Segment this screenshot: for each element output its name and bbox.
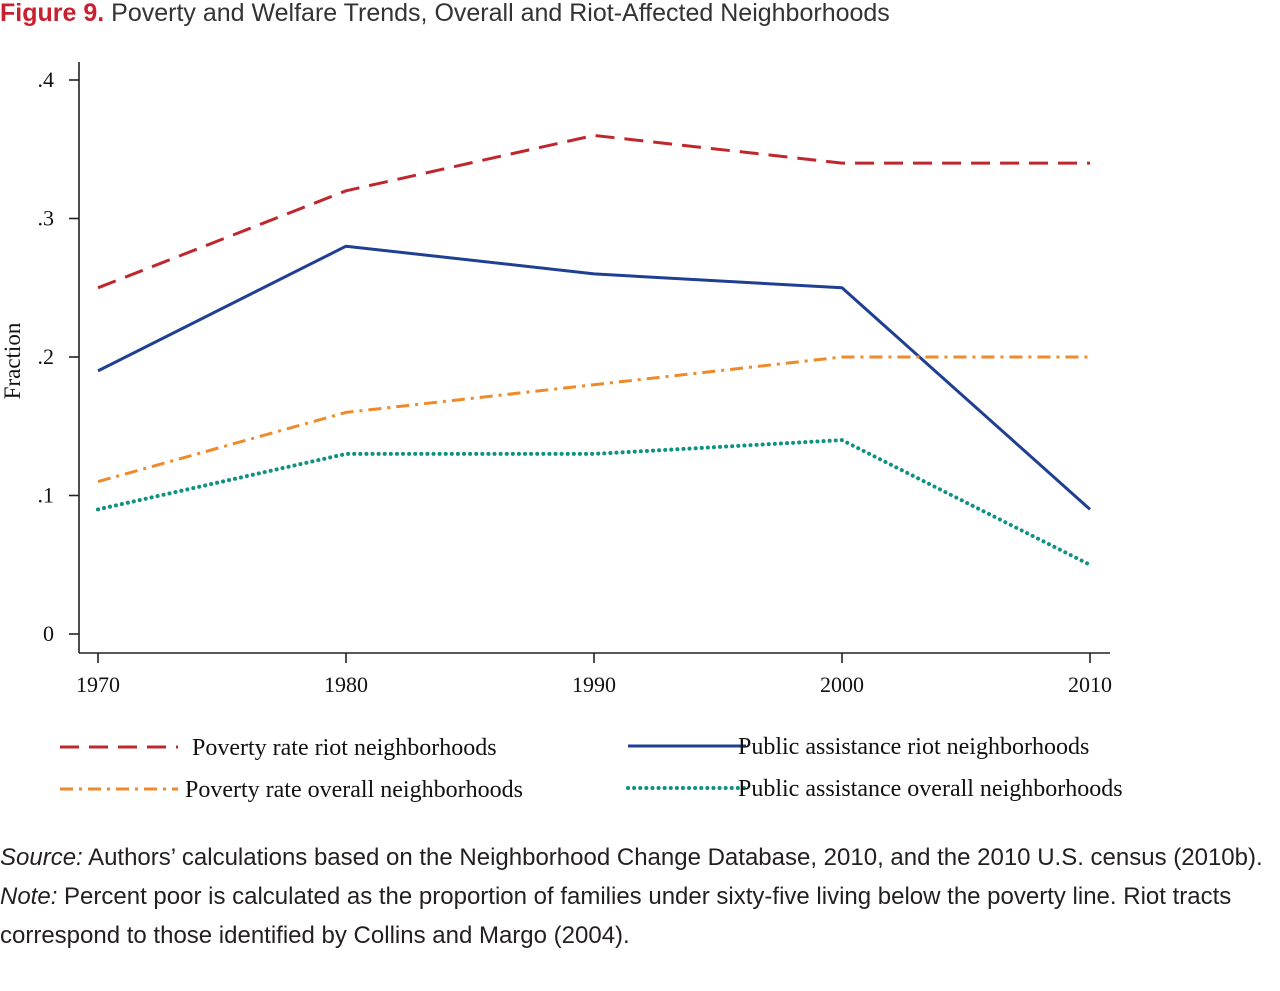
line-chart: 0 .1 .2 .3 .4 1970 1980 1990 2000 2010 Fraction Po…	[0, 62, 1123, 803]
figure-notes: Source: Authors’ calculations based on t…	[0, 838, 1280, 955]
x-tick-label: 1980	[324, 672, 368, 697]
figure-label: Figure 9.	[0, 0, 105, 27]
source-lead: Source:	[0, 844, 83, 871]
note-lead: Note:	[0, 883, 58, 910]
legend-label-1: Poverty rate riot neighborhoods	[192, 735, 497, 761]
figure-title-text: Poverty and Welfare Trends, Overall and …	[111, 0, 890, 27]
y-tick-label: .2	[38, 344, 55, 369]
series-line-3	[97, 355, 1090, 484]
source-note: Source: Authors’ calculations based on t…	[0, 838, 1280, 877]
series-line-2	[97, 244, 1091, 511]
y-tick-label: .3	[38, 206, 55, 231]
figure-title: Figure 9. Poverty and Welfare Trends, Ov…	[0, 0, 1280, 30]
series-line-4	[96, 438, 1092, 567]
source-text: Authors’ calculations based on the Neigh…	[82, 844, 1263, 871]
y-tick-label: .1	[38, 483, 55, 508]
y-tick-label: .4	[38, 67, 55, 92]
x-tick-label: 1970	[76, 672, 120, 697]
note-text: Percent poor is calculated as the propor…	[0, 883, 1232, 949]
chart-legend: Poverty rate riot neighborhoods Public as…	[60, 734, 1123, 803]
y-tick-label: 0	[43, 621, 54, 646]
legend-label-3: Poverty rate overall neighborhoods	[185, 777, 523, 803]
x-tick-label: 2010	[1068, 672, 1112, 697]
y-axis-label: Fraction	[0, 322, 25, 399]
series-line-1	[97, 133, 1090, 290]
x-tick-label: 2000	[820, 672, 864, 697]
legend-label-2: Public assistance riot neighborhoods	[738, 734, 1089, 760]
chart-axes: 0 .1 .2 .3 .4 1970 1980 1990 2000 2010 Fraction	[0, 62, 1112, 697]
chart-series-lines	[96, 133, 1092, 567]
legend-label-4: Public assistance overall neighborhoods	[738, 776, 1123, 802]
x-tick-label: 1990	[572, 672, 616, 697]
note-paragraph: Note: Percent poor is calculated as the …	[0, 877, 1280, 955]
